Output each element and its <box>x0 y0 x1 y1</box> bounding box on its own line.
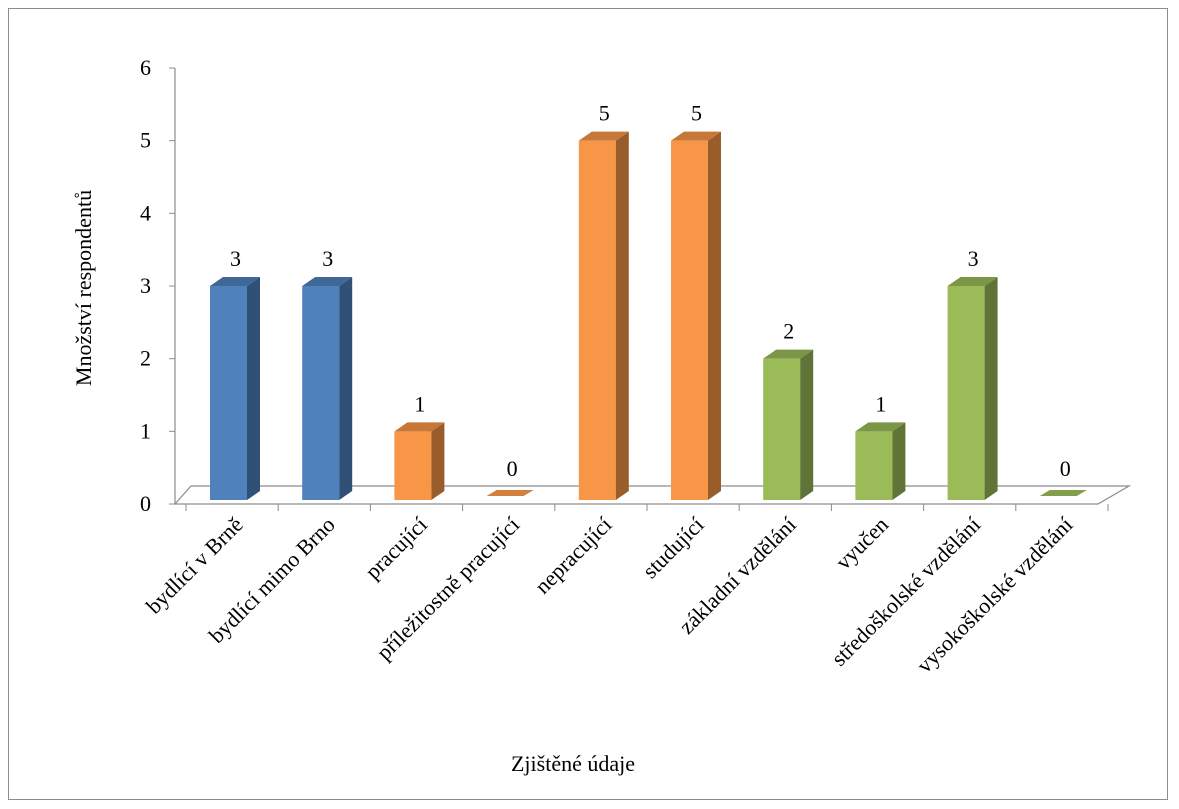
bar-top <box>1039 490 1087 496</box>
x-axis-label: Zjištěné údaje <box>511 751 635 776</box>
bar-side <box>615 131 629 500</box>
y-tick-label: 2 <box>140 346 151 371</box>
x-tick-label: pracující <box>360 512 432 584</box>
bar-side <box>708 131 721 500</box>
bar-side <box>431 422 445 500</box>
bar-top <box>578 131 629 141</box>
bar-front <box>210 286 247 500</box>
y-axis-ticks: 0 1 2 3 4 5 6 <box>140 55 175 516</box>
bar-front <box>578 140 616 500</box>
bar-side <box>800 349 814 500</box>
bars <box>210 131 1087 500</box>
bar <box>1039 490 1087 496</box>
data-label: 0 <box>507 456 518 481</box>
bar-top <box>763 349 814 359</box>
bar <box>947 277 998 500</box>
bar-top <box>486 490 534 496</box>
y-tick-label: 0 <box>140 491 151 516</box>
bar-front <box>394 431 432 500</box>
bar <box>302 277 353 500</box>
bar-front <box>855 431 893 500</box>
y-tick-label: 6 <box>140 55 151 80</box>
data-label: 5 <box>691 101 702 126</box>
y-tick-label: 5 <box>140 128 151 153</box>
y-tick-label: 4 <box>140 200 151 225</box>
bar-front <box>947 286 985 500</box>
bar-side <box>247 277 260 500</box>
bar-front <box>302 286 340 500</box>
data-label: 0 <box>1060 456 1071 481</box>
bar-side <box>339 277 353 500</box>
bar-front <box>671 140 708 500</box>
bar <box>763 349 814 500</box>
y-tick-label: 1 <box>140 418 151 443</box>
y-axis-label: Množství respondentů <box>71 190 96 386</box>
bar-top <box>302 277 353 286</box>
floor-plane <box>173 485 1132 505</box>
bar-side <box>984 277 998 500</box>
data-labels: 3 3 1 0 5 5 2 1 3 0 <box>230 101 1071 481</box>
bar <box>855 422 906 500</box>
bar <box>671 131 721 500</box>
y-tick-label: 3 <box>140 273 151 298</box>
data-label: 3 <box>968 246 979 271</box>
x-tick-label: vysokoškolské vzdělání <box>912 512 1078 678</box>
bar <box>578 131 629 500</box>
data-label: 3 <box>230 246 241 271</box>
data-label: 5 <box>599 101 610 126</box>
bar-front <box>763 358 801 500</box>
data-label: 3 <box>322 246 333 271</box>
bar-top <box>855 422 906 432</box>
bar <box>210 277 260 500</box>
bar-top <box>671 131 721 141</box>
x-tick-label: nepracující <box>530 512 617 599</box>
data-label: 1 <box>875 391 886 416</box>
x-tick-label: studující <box>637 512 708 583</box>
bar-top <box>394 422 445 432</box>
bar-top <box>210 277 260 286</box>
data-label: 2 <box>783 319 794 344</box>
x-tick-label: vyučen <box>830 512 893 575</box>
bar-side <box>892 422 906 500</box>
bar <box>394 422 445 500</box>
data-label: 1 <box>414 391 425 416</box>
bar-top <box>947 277 998 286</box>
bar <box>486 490 534 496</box>
